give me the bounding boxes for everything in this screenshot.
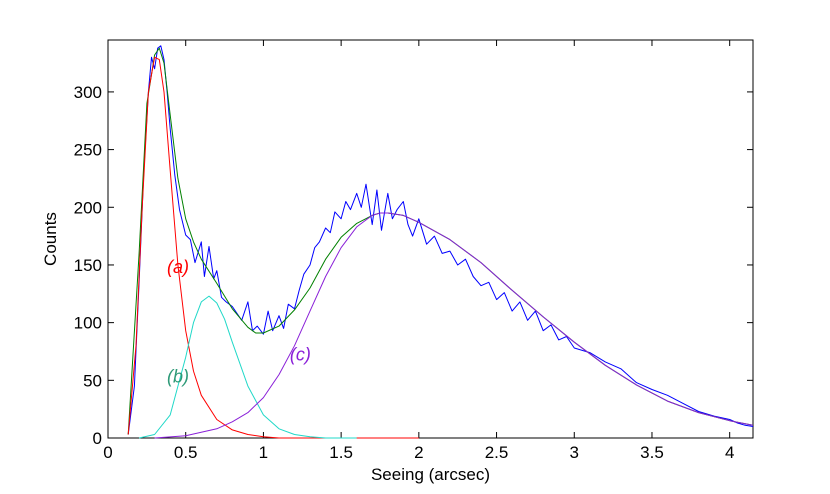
- series-group: [127, 45, 754, 439]
- y-tick-label: 100: [74, 314, 102, 333]
- plot-frame: [107, 39, 754, 439]
- x-tick-label: 2: [414, 443, 423, 462]
- annotation-label: (a): [167, 257, 189, 277]
- series-line-2: [127, 56, 419, 439]
- y-tick-label: 300: [74, 83, 102, 102]
- x-tick-label: 4: [725, 443, 734, 462]
- annotation-group: (a) (b) (c): [167, 257, 311, 387]
- x-tick-label: 0: [103, 443, 112, 462]
- y-tick-label: 0: [93, 429, 102, 448]
- series-line-4: [154, 212, 754, 439]
- y-tick-label: 150: [74, 256, 102, 275]
- x-tick-label: 1.5: [329, 443, 353, 462]
- axis-ticks: 0 0.5 1 1.5 2 2.5 3 3.5 4 0 50 100 150 200 250 300: [74, 40, 753, 462]
- y-tick-label: 250: [74, 141, 102, 160]
- annotation-label: (b): [167, 367, 189, 387]
- y-tick-label: 200: [74, 198, 102, 217]
- y-axis-label: Counts: [41, 212, 60, 266]
- annotation-label: (c): [290, 345, 311, 365]
- x-tick-label: 0.5: [174, 443, 198, 462]
- x-tick-label: 3.5: [640, 443, 664, 462]
- series-line-1: [127, 47, 754, 435]
- x-tick-label: 1: [259, 443, 268, 462]
- y-tick-label: 50: [83, 371, 102, 390]
- series-line-3: [138, 295, 357, 439]
- series-line-0: [127, 45, 754, 435]
- x-tick-label: 2.5: [485, 443, 509, 462]
- x-axis-label: Seeing (arcsec): [371, 465, 490, 484]
- x-tick-label: 3: [570, 443, 579, 462]
